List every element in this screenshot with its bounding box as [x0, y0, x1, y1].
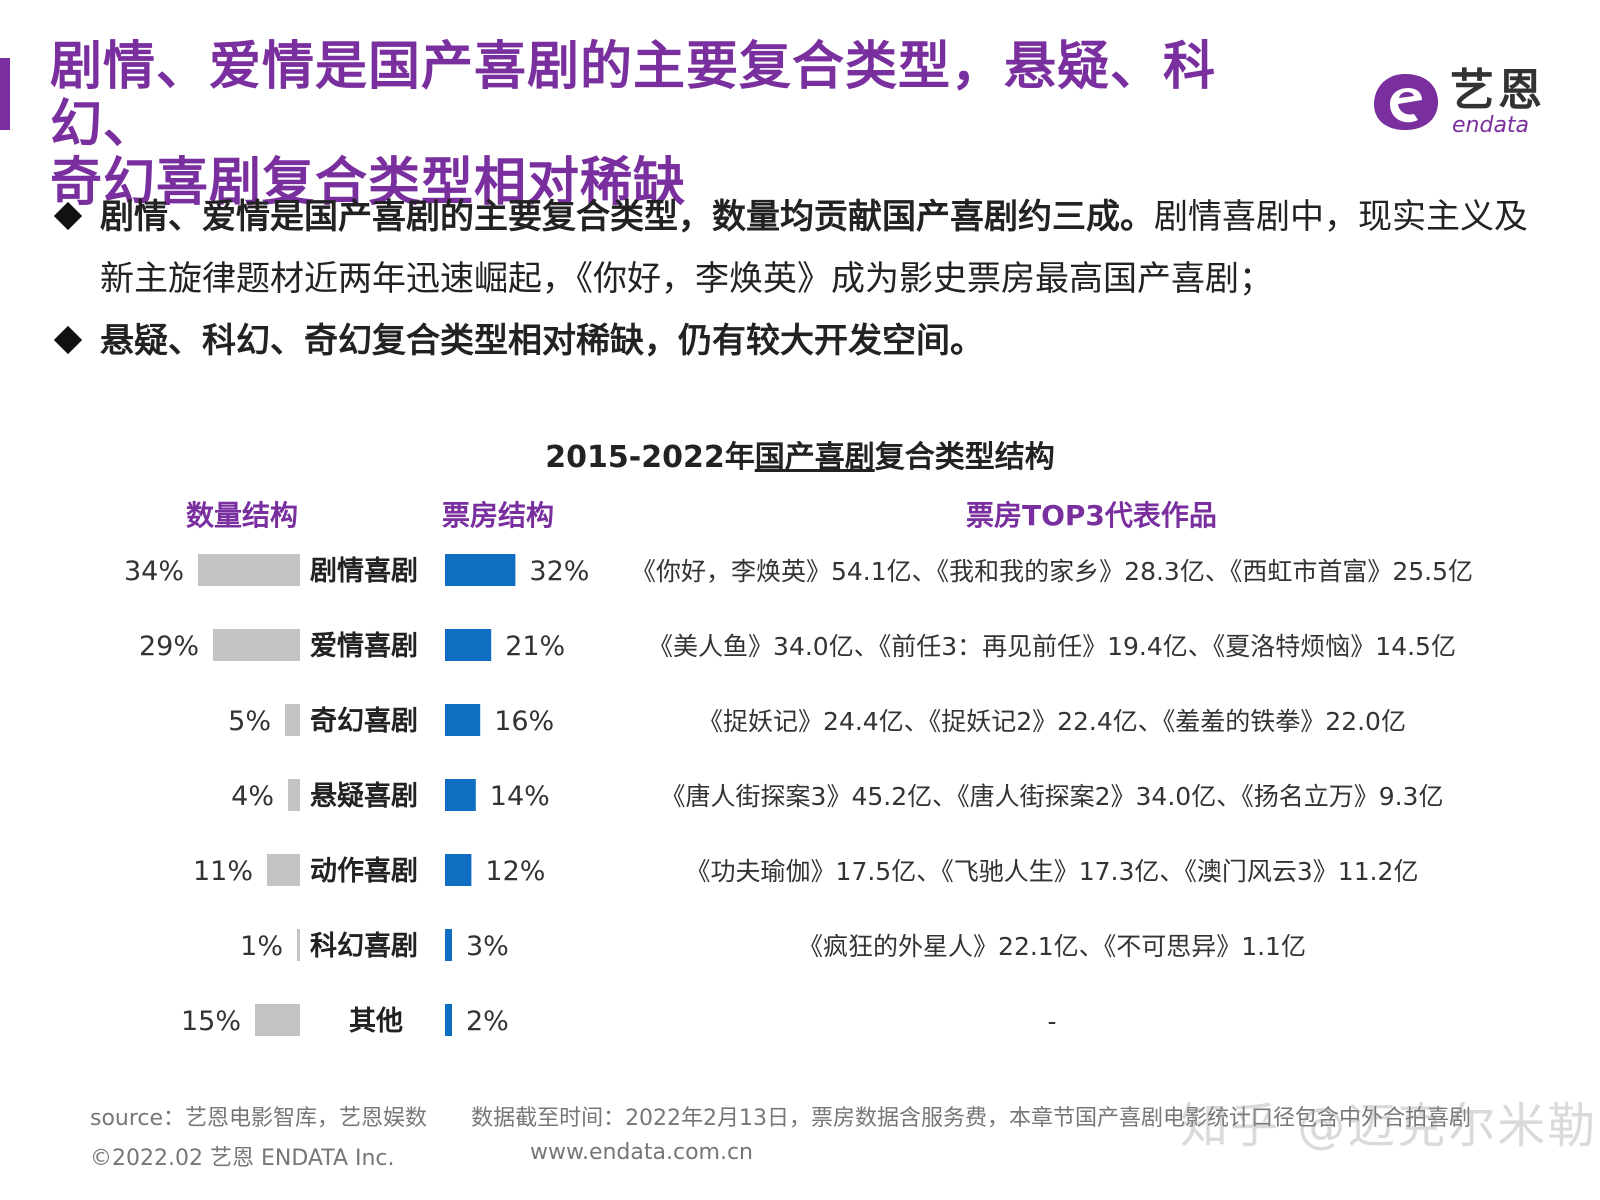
boxoffice-bar	[445, 779, 476, 811]
count-label: 34%	[124, 556, 184, 587]
top3-works: 《你好，李焕英》54.1亿、《我和我的家乡》28.3亿、《西虹市首富》25.5亿	[631, 557, 1473, 586]
chart-title-prefix: 2015-2022年	[545, 440, 755, 475]
title-line-1: 剧情、爱情是国产喜剧的主要复合类型，悬疑、科幻、	[50, 37, 1217, 155]
count-label: 4%	[231, 781, 274, 812]
count-label: 5%	[228, 706, 271, 737]
logo-chinese-text: 艺恩	[1450, 65, 1546, 116]
column-header-count: 数量结构	[186, 499, 299, 532]
count-bar	[288, 779, 300, 811]
bullet-1-bold: 剧情、爱情是国产喜剧的主要复合类型，数量均贡献国产喜剧约三成。	[100, 197, 1154, 237]
diamond-bullet-icon	[53, 201, 83, 231]
category-label: 悬疑喜剧	[310, 781, 418, 812]
bullet-item-2: 悬疑、科幻、奇幻复合类型相对稀缺，仍有较大开发空间。	[52, 310, 1552, 372]
footer-website: www.endata.com.cn	[530, 1140, 753, 1165]
boxoffice-label: 21%	[505, 631, 565, 662]
boxoffice-label: 16%	[494, 706, 554, 737]
category-label: 奇幻喜剧	[310, 706, 418, 737]
category-label: 其他	[349, 1006, 403, 1037]
category-label: 动作喜剧	[310, 856, 418, 887]
chart-title: 2015-2022年国产喜剧复合类型结构	[0, 432, 1600, 476]
count-label: 15%	[181, 1006, 241, 1037]
summary-bullets: 剧情、爱情是国产喜剧的主要复合类型，数量均贡献国产喜剧约三成。剧情喜剧中，现实主…	[52, 186, 1552, 372]
bullet-1-text: 剧情喜剧中，现实主义及新主旋律题材近两年迅速崛起，《你好，李焕英》成为影史票房最…	[100, 197, 1528, 299]
count-bar	[213, 629, 300, 661]
boxoffice-bar	[445, 854, 472, 886]
title-line-2: 奇幻喜剧复合类型相对稀缺	[50, 153, 687, 213]
boxoffice-bar	[445, 929, 452, 961]
count-bar	[198, 554, 300, 586]
bullet-item-1: 剧情、爱情是国产喜剧的主要复合类型，数量均贡献国产喜剧约三成。剧情喜剧中，现实主…	[52, 186, 1552, 310]
chart-title-underlined: 国产喜剧	[754, 440, 875, 475]
column-header-top3: 票房TOP3代表作品	[966, 499, 1217, 532]
title-accent-bar	[0, 58, 10, 130]
column-header-boxoffice: 票房结构	[442, 499, 555, 532]
footer-note: 数据截至时间：2022年2月13日，票房数据含服务费，本章节国产喜剧电影统计口径…	[471, 1106, 1472, 1131]
count-bar	[255, 1004, 300, 1036]
endata-logo-icon	[1374, 74, 1438, 130]
count-label: 1%	[240, 931, 283, 962]
count-label: 29%	[139, 631, 199, 662]
top3-works: 《美人鱼》34.0亿、《前任3：再见前任》19.4亿、《夏洛特烦恼》14.5亿	[648, 632, 1456, 661]
top3-works: 《捉妖记》24.4亿、《捉妖记2》22.4亿、《羞羞的铁拳》22.0亿	[698, 707, 1406, 736]
category-label: 剧情喜剧	[310, 556, 418, 587]
logo-english-text: endata	[1452, 113, 1530, 138]
footer-source-line: source：艺恩电影智库，艺恩娱数 数据截至时间：2022年2月13日，票房数…	[90, 1100, 1471, 1132]
boxoffice-label: 32%	[529, 556, 589, 587]
count-label: 11%	[193, 856, 253, 887]
page-title: 剧情、爱情是国产喜剧的主要复合类型，悬疑、科幻、 奇幻喜剧复合类型相对稀缺	[50, 38, 1310, 212]
boxoffice-bar	[445, 1004, 452, 1036]
diamond-bullet-icon	[53, 325, 83, 355]
top3-works: -	[1047, 1007, 1056, 1036]
boxoffice-label: 3%	[466, 931, 509, 962]
bullet-2-bold: 悬疑、科幻、奇幻复合类型相对稀缺，仍有较大开发空间。	[100, 321, 984, 361]
top3-works: 《唐人街探案3》45.2亿、《唐人街探案2》34.0亿、《扬名立万》9.3亿	[661, 782, 1444, 811]
count-bar	[297, 929, 300, 961]
category-label: 爱情喜剧	[310, 631, 418, 662]
boxoffice-bar	[445, 629, 492, 661]
endata-logo: 艺恩 endata	[1368, 66, 1558, 142]
top3-works: 《疯狂的外星人》22.1亿、《不可思异》1.1亿	[798, 932, 1306, 961]
footer-source: source：艺恩电影智库，艺恩娱数	[90, 1106, 428, 1131]
footer-copyright: ©2022.02 艺恩 ENDATA Inc.	[90, 1146, 395, 1171]
top3-works: 《功夫瑜伽》17.5亿、《飞驰人生》17.3亿、《澳门风云3》11.2亿	[686, 857, 1419, 886]
boxoffice-label: 14%	[490, 781, 550, 812]
boxoffice-label: 2%	[466, 1006, 509, 1037]
chart-title-suffix: 复合类型结构	[874, 440, 1055, 475]
zhihu-watermark: 知乎 @迈克尔米勒	[1180, 1098, 1598, 1154]
count-bar	[267, 854, 300, 886]
boxoffice-bar	[445, 704, 481, 736]
category-label: 科幻喜剧	[310, 931, 418, 962]
composite-genre-chart: 34% 剧情喜剧 32% 《你好，李焕英》54.1亿、《我和我的家乡》28.3亿、《西…	[124, 554, 1473, 1037]
count-bar	[285, 704, 300, 736]
boxoffice-bar	[445, 554, 516, 586]
boxoffice-label: 12%	[485, 856, 545, 887]
